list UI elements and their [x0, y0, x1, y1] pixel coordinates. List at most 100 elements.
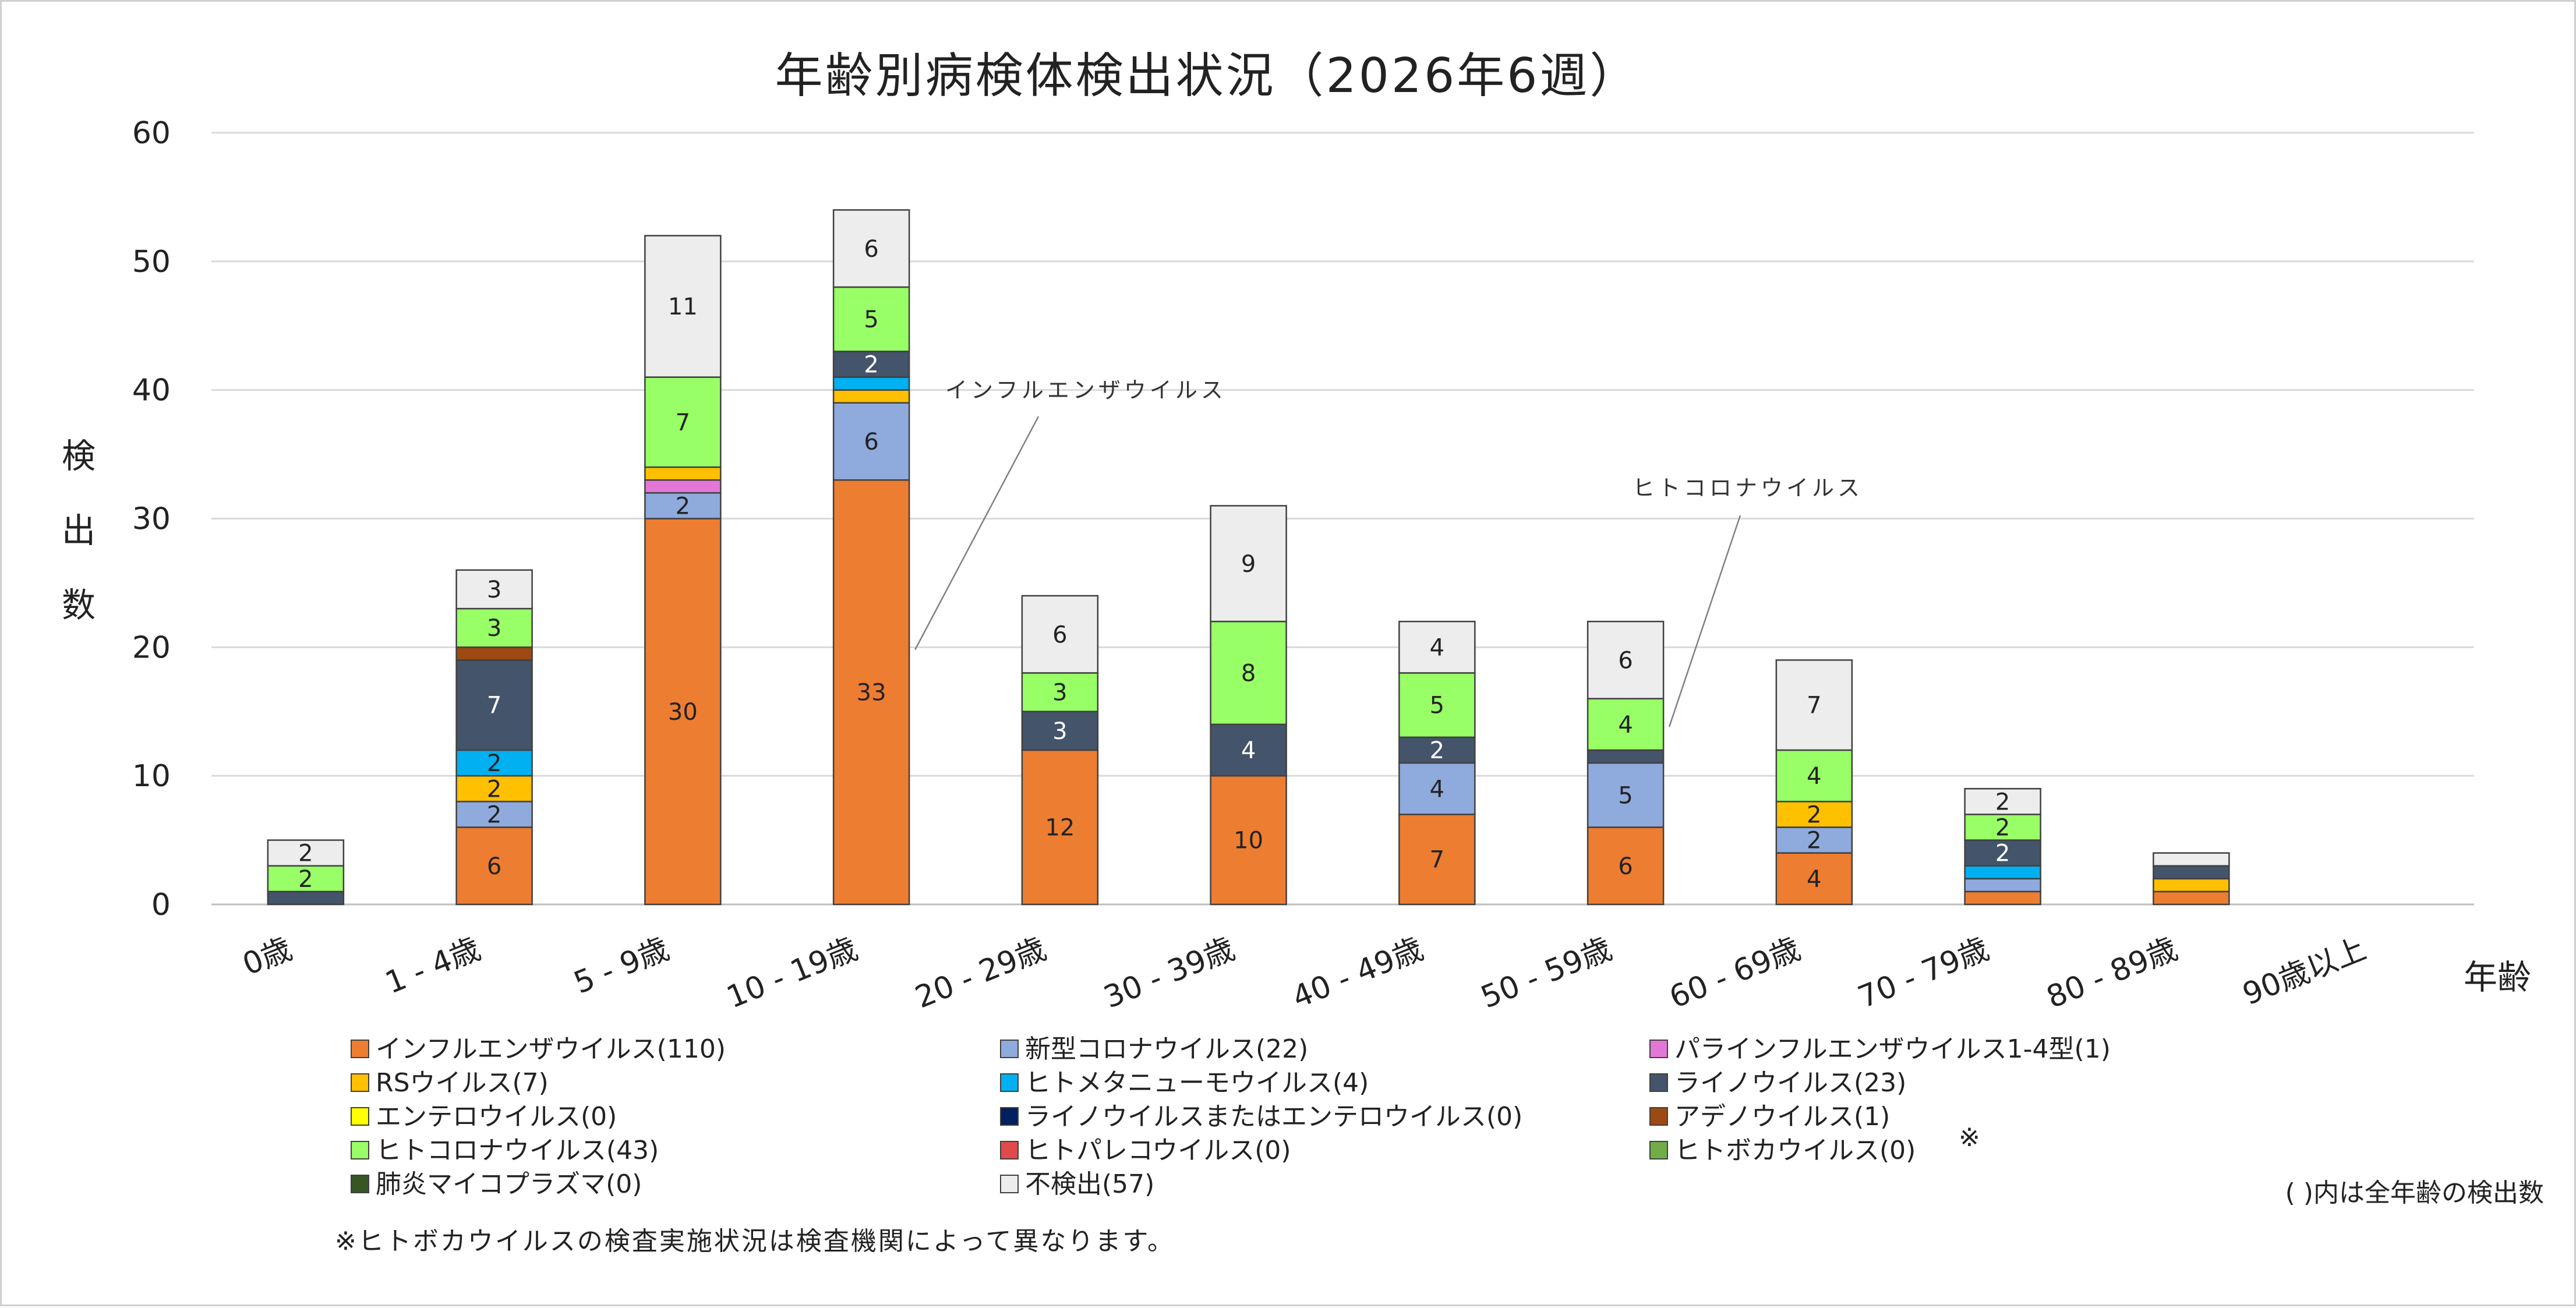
legend-label: インフルエンザウイルス(110)	[376, 1034, 726, 1064]
bar-segment	[1775, 659, 1853, 751]
bar-segment	[455, 607, 533, 648]
legend-label: ライノウイルス(23)	[1674, 1068, 1906, 1098]
bar-segment	[2153, 878, 2230, 893]
legend-label: ヒトボカウイルス(0)	[1674, 1136, 1916, 1165]
segment-value-label: 2	[1995, 815, 2010, 842]
legend-swatch	[1000, 1107, 1019, 1126]
x-tick-label: 1 - 4歳	[380, 931, 485, 1001]
bar-segment	[455, 646, 533, 661]
chart-title: 年齢別病検体検出状況（2026年6週）	[775, 48, 1640, 104]
segment-value-label: 6	[864, 236, 878, 263]
segment-value-label: 30	[668, 699, 698, 726]
legend-label: ヒトパレコウイルス(0)	[1025, 1136, 1291, 1165]
bar-segment	[267, 890, 345, 906]
bar-segment	[1775, 826, 1853, 854]
y-tick-label: 20	[132, 630, 171, 665]
bar-segment	[1398, 762, 1476, 815]
segment-value-label: 6	[864, 429, 878, 455]
legend-label: 新型コロナウイルス(22)	[1025, 1034, 1308, 1064]
legend-asterisk: ※	[1959, 1123, 1980, 1153]
segment-value-label: 8	[1241, 660, 1256, 687]
x-tick-label: 10 - 19歳	[722, 931, 863, 1015]
bar-segment	[2153, 865, 2230, 880]
bar-segment	[1964, 878, 2041, 893]
legend-swatch	[351, 1141, 369, 1159]
segment-value-label: 7	[487, 692, 501, 719]
segment-value-label: 10	[1234, 828, 1263, 854]
bar-segment	[1964, 865, 2041, 880]
bar-segment	[1021, 672, 1099, 712]
bar-segment	[267, 865, 345, 893]
legend-label: ライノウイルスまたはエンテロウイルス(0)	[1025, 1102, 1522, 1132]
segment-value-label: 4	[1807, 763, 1821, 790]
bar-segment	[832, 389, 910, 404]
segment-value-label: 6	[1618, 853, 1632, 880]
segment-value-label: 6	[1052, 621, 1067, 648]
bar-segment	[267, 839, 345, 867]
bar-segment	[644, 235, 722, 378]
segment-value-label: 2	[1430, 737, 1444, 764]
segment-value-label: 6	[1618, 647, 1632, 674]
legend-swatch	[1649, 1141, 1668, 1159]
segment-value-label: 3	[487, 615, 501, 642]
y-axis-title: 出	[62, 511, 96, 550]
segment-value-label: 2	[298, 840, 313, 867]
bar-segment	[1398, 620, 1476, 674]
bar-segment	[644, 518, 722, 906]
x-tick-label: 80 - 89歳	[2042, 931, 2182, 1015]
segment-value-label: 2	[676, 493, 690, 519]
bar-segment	[455, 826, 533, 906]
segment-value-label: 3	[1052, 680, 1067, 706]
bar-segment	[1964, 788, 2041, 815]
bar-segment	[455, 801, 533, 828]
bar-segment	[1964, 890, 2041, 906]
segment-value-label: 5	[1618, 782, 1632, 809]
x-tick-label: 50 - 59歳	[1476, 931, 1617, 1015]
segment-value-label: 2	[487, 801, 501, 828]
bar-segment	[455, 775, 533, 803]
segment-value-label: 33	[857, 680, 886, 706]
bar-segment	[832, 351, 910, 378]
bar-segment	[832, 286, 910, 352]
bar-segment	[2153, 852, 2230, 867]
y-tick-label: 10	[132, 759, 171, 794]
bar-segment	[1398, 736, 1476, 764]
bar-segment	[644, 466, 722, 481]
footnote: ※ヒトボカウイルスの検査実施状況は検査機関によって異なります。	[335, 1226, 1175, 1256]
legend-swatch	[1000, 1040, 1019, 1058]
legend-swatch	[1000, 1141, 1019, 1159]
segment-value-label: 11	[668, 294, 698, 320]
legend-swatch	[1000, 1073, 1019, 1092]
segment-value-label: 2	[487, 750, 501, 777]
segment-value-label: 2	[487, 776, 501, 803]
legend-label: エンテロウイルス(0)	[376, 1102, 617, 1132]
bar-segment	[832, 402, 910, 481]
bar-segment	[1021, 710, 1099, 751]
legend-note: ( )内は全年齢の検出数	[2285, 1178, 2544, 1208]
x-axis-title: 年齢	[2464, 957, 2531, 997]
y-tick-label: 50	[132, 245, 171, 280]
legend-label: パラインフルエンザウイルス1-4型(1)	[1674, 1034, 2111, 1064]
segment-value-label: 4	[1618, 712, 1632, 738]
x-tick-label: 90歳以上	[2238, 931, 2371, 1012]
legend-label: アデノウイルス(1)	[1674, 1102, 1890, 1132]
segment-value-label: 2	[1995, 789, 2010, 815]
segment-value-label: 2	[1995, 840, 2010, 867]
segment-value-label: 4	[1807, 866, 1821, 893]
bar-segment	[1210, 775, 1287, 906]
bar-segment	[832, 209, 910, 288]
bar-segment	[1964, 814, 2041, 841]
segment-value-label: 7	[1430, 847, 1444, 874]
segment-value-label: 7	[1807, 692, 1821, 719]
legend-label: RSウイルス(7)	[376, 1068, 549, 1098]
bar-segment	[2153, 890, 2230, 906]
bar-segment	[832, 479, 910, 906]
annotation-label: インフルエンザウイルス	[945, 377, 1227, 403]
segment-value-label: 4	[1430, 634, 1444, 661]
y-axis-title: 検	[62, 436, 96, 476]
segment-value-label: 4	[1430, 776, 1444, 803]
x-tick-label: 5 - 9歳	[569, 931, 674, 1001]
legend-swatch	[351, 1107, 369, 1126]
legend-label: ヒトコロナウイルス(43)	[376, 1136, 659, 1165]
